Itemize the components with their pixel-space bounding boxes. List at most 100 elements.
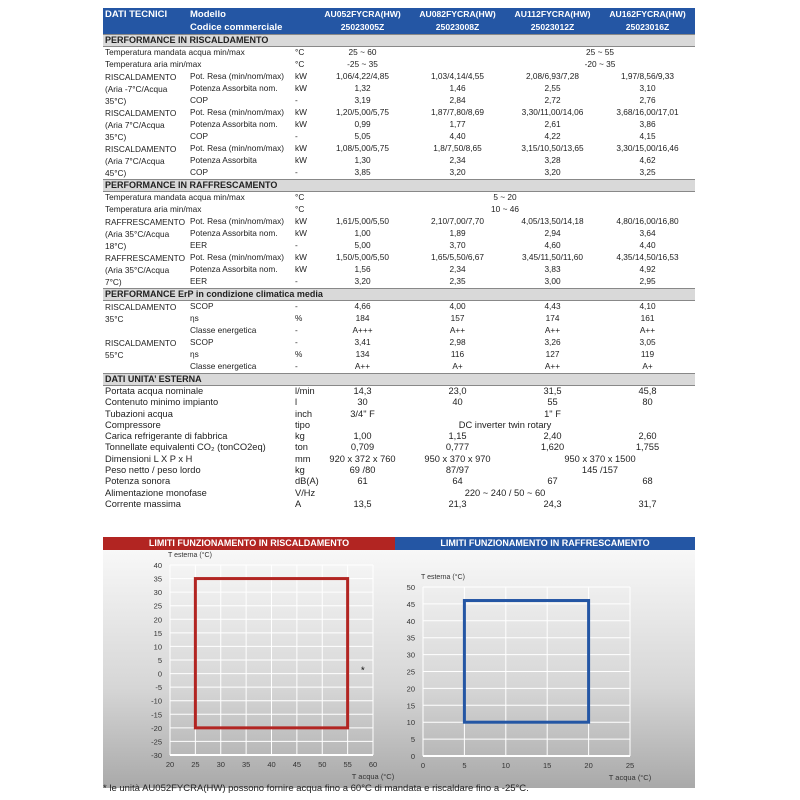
value: 3,83 [544, 264, 561, 274]
value: 14,3 [353, 386, 372, 396]
value: 4,66 [354, 301, 371, 311]
model-code: 25023005Z [315, 21, 411, 35]
value: A++ [449, 325, 466, 335]
value: 67 [547, 476, 558, 487]
x-tick-label: 20 [166, 760, 174, 769]
value: 3,86 [639, 119, 656, 129]
y-tick-label: 0 [158, 670, 162, 679]
table-row: Potenza Assorbita nom. kW 1,56 2,34 3,83 4,92 [103, 264, 695, 276]
value: 2,95 [639, 276, 656, 286]
table-row: Corrente massima A 13,5 21,3 24,3 31,7 [103, 499, 695, 510]
value: 1,03/4,14/4,55 [430, 71, 485, 81]
unit: kW [295, 216, 307, 226]
table-row: RISCALDAMENTO (Aria 7°C/Acqua 45°C) Pot. … [103, 143, 695, 178]
y-tick-label: -30 [151, 751, 162, 760]
value [410, 47, 505, 60]
model-code: 25023016Z [600, 21, 696, 35]
x-tick-label: 30 [217, 760, 225, 769]
value: 1,46 [449, 83, 466, 93]
param-label: Carica refrigerante di fabbrica [105, 431, 228, 442]
table-row: Tonnellate equivalenti CO₂ (tonCO2eq) ton… [103, 442, 695, 453]
unit: % [295, 349, 303, 359]
table-row: Peso netto / peso lordo kg 69 /80 87/97 145 … [103, 465, 695, 476]
value: A+ [452, 361, 463, 371]
value: 13,5 [353, 498, 372, 509]
value: 4,00 [449, 301, 466, 311]
y-tick-label: -20 [151, 724, 162, 733]
group-label: RAFFRESCAMENTO (Aria 35°C/Acqua 18°C) [105, 217, 186, 251]
value: 5,05 [354, 131, 371, 141]
value: 1,755 [635, 442, 660, 453]
value: 69 /80 [349, 465, 376, 476]
y-tick-label: 5 [411, 735, 415, 744]
value: 4,10 [639, 301, 656, 311]
param-label: Temperatura aria min/max [105, 59, 202, 69]
value: 1,65/5,50/6,67 [430, 252, 485, 262]
param-label: EER [190, 240, 208, 250]
table-row: Compressore tipo DC inverter twin rotary [103, 420, 695, 431]
cooling-chart-title: LIMITI FUNZIONAMENTO IN RAFFRESCAMENTO [395, 537, 695, 550]
value: 4,15 [639, 131, 656, 141]
value: 23,0 [448, 386, 467, 396]
value: 2,98 [449, 337, 466, 347]
y-tick-label: -5 [155, 683, 162, 692]
value: 0,99 [354, 119, 371, 129]
value: 950 x 370 x 1500 [564, 453, 636, 464]
unit: - [295, 131, 298, 141]
unit: - [295, 95, 298, 105]
value: 174 [545, 313, 560, 323]
table-row: Carica refrigerante di fabbrica kg 1,00 1,1… [103, 431, 695, 442]
section-title: PERFORMANCE IN RISCALDAMENTO [103, 34, 696, 47]
y-tick-label: 25 [154, 602, 162, 611]
unit: kg [295, 465, 305, 476]
limits-charts: 20 25 30 35 40 45 50 55 604035302520151050-5-10-… [151, 551, 652, 782]
y-axis-label: T esterna (°C) [168, 551, 212, 559]
value: 950 x 370 x 970 [424, 453, 491, 464]
table-row: Portata acqua nominale l/min 14,3 23,0 31,5 4… [103, 386, 695, 398]
unit: °C [295, 59, 305, 69]
param-label: Compressore [105, 419, 161, 430]
value: 3,10 [639, 83, 656, 93]
value: 3,20 [449, 167, 466, 177]
value: 4,92 [639, 264, 656, 274]
value: 3,28 [544, 155, 561, 165]
param-label: Potenza Assorbita nom. [190, 83, 278, 93]
value: 2,84 [449, 95, 466, 105]
value: 2,55 [544, 83, 561, 93]
section-header: PERFORMANCE IN RISCALDAMENTO [103, 34, 696, 47]
x-tick-label: 10 [502, 761, 510, 770]
group-label: RAFFRESCAMENTO (Aria 35°C/Acqua 7°C) [105, 253, 186, 287]
group-label: RISCALDAMENTO (Aria 7°C/Acqua 45°C) [105, 144, 177, 178]
header-blank [103, 21, 188, 35]
unit: inch [295, 408, 313, 419]
value: 61 [357, 476, 368, 487]
x-tick-label: 60 [369, 760, 377, 769]
x-tick-label: 0 [421, 761, 425, 770]
section-header: PERFORMANCE ErP in condizione climatica … [103, 288, 696, 301]
y-tick-label: 45 [407, 600, 415, 609]
table-row: Potenza Assorbita nom. kW 0,99 1,77 2,61 3,86 [103, 119, 695, 131]
value: 119 [640, 349, 655, 359]
value: 3,30/11,00/14,06 [521, 107, 584, 117]
unit: kW [295, 155, 307, 165]
value: 2,76 [639, 95, 656, 105]
y-tick-label: 15 [154, 629, 162, 638]
unit: kW [295, 83, 307, 93]
code-label: Codice commerciale [188, 21, 316, 35]
y-tick-label: 10 [407, 718, 415, 727]
value: A++ [544, 361, 561, 371]
value: 31,5 [543, 386, 562, 396]
y-tick-label: 40 [154, 561, 162, 570]
param-label: COP [190, 95, 208, 105]
param-label: Temperatura aria min/max [105, 204, 202, 214]
x-axis-label: T acqua (°C) [352, 772, 395, 781]
param-label: Pot. Resa (min/nom/max) [190, 216, 285, 226]
value: 3,15/10,50/13,65 [521, 143, 584, 153]
model-code: 25023012Z [505, 21, 601, 35]
unit: kg [295, 431, 305, 442]
value: 3,19 [354, 95, 371, 105]
value: 4,22 [544, 131, 561, 141]
header-row-1: DATI TECNICI Modello AU052FYCRA(HW) AU08… [103, 8, 696, 21]
param-label: Pot. Resa (min/nom/max) [190, 143, 285, 153]
value: 3,41 [354, 337, 371, 347]
